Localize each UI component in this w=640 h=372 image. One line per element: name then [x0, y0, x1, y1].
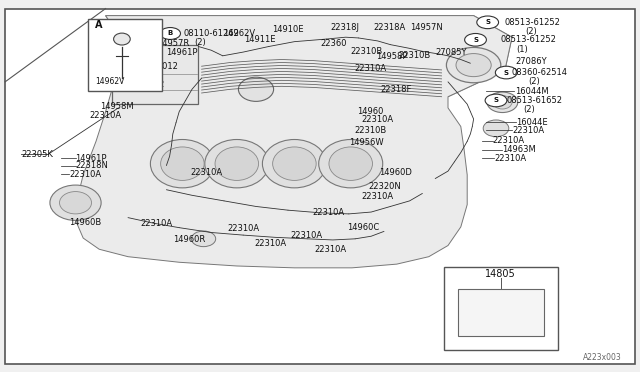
Ellipse shape [215, 147, 259, 180]
Text: 08513-61252: 08513-61252 [504, 18, 560, 27]
Ellipse shape [319, 140, 383, 188]
Text: 14960: 14960 [357, 107, 383, 116]
Text: 22310A: 22310A [315, 245, 347, 254]
Text: 22310B: 22310B [399, 51, 431, 60]
Text: 14805: 14805 [485, 269, 516, 279]
Polygon shape [77, 16, 512, 268]
Text: (2): (2) [195, 38, 206, 47]
Text: 27086Y: 27086Y [515, 57, 547, 66]
Text: 14912: 14912 [138, 80, 164, 89]
Text: (2): (2) [529, 77, 540, 86]
Text: 14957N: 14957N [410, 23, 443, 32]
Text: 08360-51012: 08360-51012 [123, 62, 179, 71]
Text: 22310A: 22310A [191, 169, 223, 177]
Text: 22310A: 22310A [69, 170, 101, 179]
Text: 22310A: 22310A [90, 111, 122, 120]
Ellipse shape [205, 140, 269, 188]
Circle shape [495, 66, 517, 79]
Text: A: A [115, 42, 123, 52]
Text: 14960R: 14960R [173, 235, 205, 244]
Text: A223x003: A223x003 [583, 353, 622, 362]
Text: (2): (2) [132, 71, 144, 80]
Text: 22360: 22360 [320, 39, 346, 48]
Ellipse shape [161, 147, 204, 180]
Text: B: B [168, 31, 173, 36]
Text: 22318F: 22318F [380, 85, 412, 94]
Text: 08513-61652: 08513-61652 [507, 96, 563, 105]
Text: 14963M: 14963M [502, 145, 536, 154]
Text: 16044E: 16044E [516, 118, 547, 126]
Text: 22310A: 22310A [362, 192, 394, 201]
Text: 22310A: 22310A [493, 136, 525, 145]
Text: S: S [504, 70, 509, 76]
Text: 22310B: 22310B [351, 47, 383, 56]
Text: 22310A: 22310A [354, 64, 386, 73]
Text: 14960B: 14960B [69, 218, 101, 227]
Text: 22305K: 22305K [21, 150, 53, 159]
Text: 14962V: 14962V [223, 29, 255, 38]
Ellipse shape [273, 147, 316, 180]
Ellipse shape [150, 140, 214, 188]
Text: 14957R: 14957R [157, 39, 189, 48]
Text: (2): (2) [524, 105, 535, 114]
Text: 14910E: 14910E [272, 25, 303, 34]
Text: 27085Y: 27085Y [435, 48, 467, 57]
Text: 08360-62514: 08360-62514 [512, 68, 568, 77]
Ellipse shape [447, 47, 501, 83]
Text: S: S [485, 19, 490, 25]
Text: 14960D: 14960D [380, 169, 412, 177]
Text: 14956W: 14956W [349, 138, 383, 147]
Text: 22318J: 22318J [330, 23, 359, 32]
Bar [444, 267, 558, 350]
Text: S: S [116, 64, 121, 70]
Ellipse shape [114, 33, 131, 45]
Text: 14960C: 14960C [348, 223, 380, 232]
Bar [88, 19, 162, 91]
Text: 14961P: 14961P [76, 154, 107, 163]
Ellipse shape [262, 140, 326, 188]
Text: 22310B: 22310B [354, 126, 386, 135]
Text: 16044M: 16044M [515, 87, 549, 96]
Ellipse shape [50, 185, 101, 220]
Ellipse shape [493, 96, 512, 109]
Circle shape [465, 33, 486, 46]
Text: S: S [493, 97, 499, 103]
Text: 08513-61252: 08513-61252 [500, 35, 556, 44]
Text: 22310A: 22310A [494, 154, 526, 163]
Text: 14958P: 14958P [376, 52, 408, 61]
Text: 14962V: 14962V [95, 77, 124, 86]
Text: 14958M: 14958M [100, 102, 134, 110]
Ellipse shape [191, 231, 216, 247]
Text: 22310A: 22310A [255, 239, 287, 248]
Text: 22318A: 22318A [373, 23, 405, 32]
Bar [458, 289, 544, 336]
Polygon shape [106, 16, 512, 119]
Text: 22310A: 22310A [141, 219, 173, 228]
Ellipse shape [456, 54, 492, 77]
Text: S: S [473, 37, 478, 43]
Ellipse shape [329, 147, 372, 180]
Text: 22310A: 22310A [291, 231, 323, 240]
Ellipse shape [60, 192, 92, 214]
Circle shape [160, 28, 180, 39]
Text: 14961P: 14961P [166, 48, 197, 57]
Text: 08110-61262: 08110-61262 [183, 29, 239, 38]
Circle shape [108, 61, 129, 73]
Ellipse shape [483, 120, 509, 137]
Text: (1): (1) [516, 45, 527, 54]
Text: 22310A: 22310A [227, 224, 259, 233]
Circle shape [485, 94, 507, 107]
Ellipse shape [239, 77, 274, 101]
Circle shape [477, 16, 499, 29]
Text: 22310A: 22310A [312, 208, 344, 217]
Text: 22320N: 22320N [368, 182, 401, 191]
Text: A: A [95, 20, 102, 30]
Text: 22310A: 22310A [362, 115, 394, 124]
Text: 22310A: 22310A [512, 126, 544, 135]
Text: (2): (2) [525, 27, 536, 36]
Bar [112, 45, 198, 104]
Ellipse shape [487, 92, 518, 112]
Text: 22318N: 22318N [76, 161, 108, 170]
Text: 14911E: 14911E [244, 35, 275, 44]
